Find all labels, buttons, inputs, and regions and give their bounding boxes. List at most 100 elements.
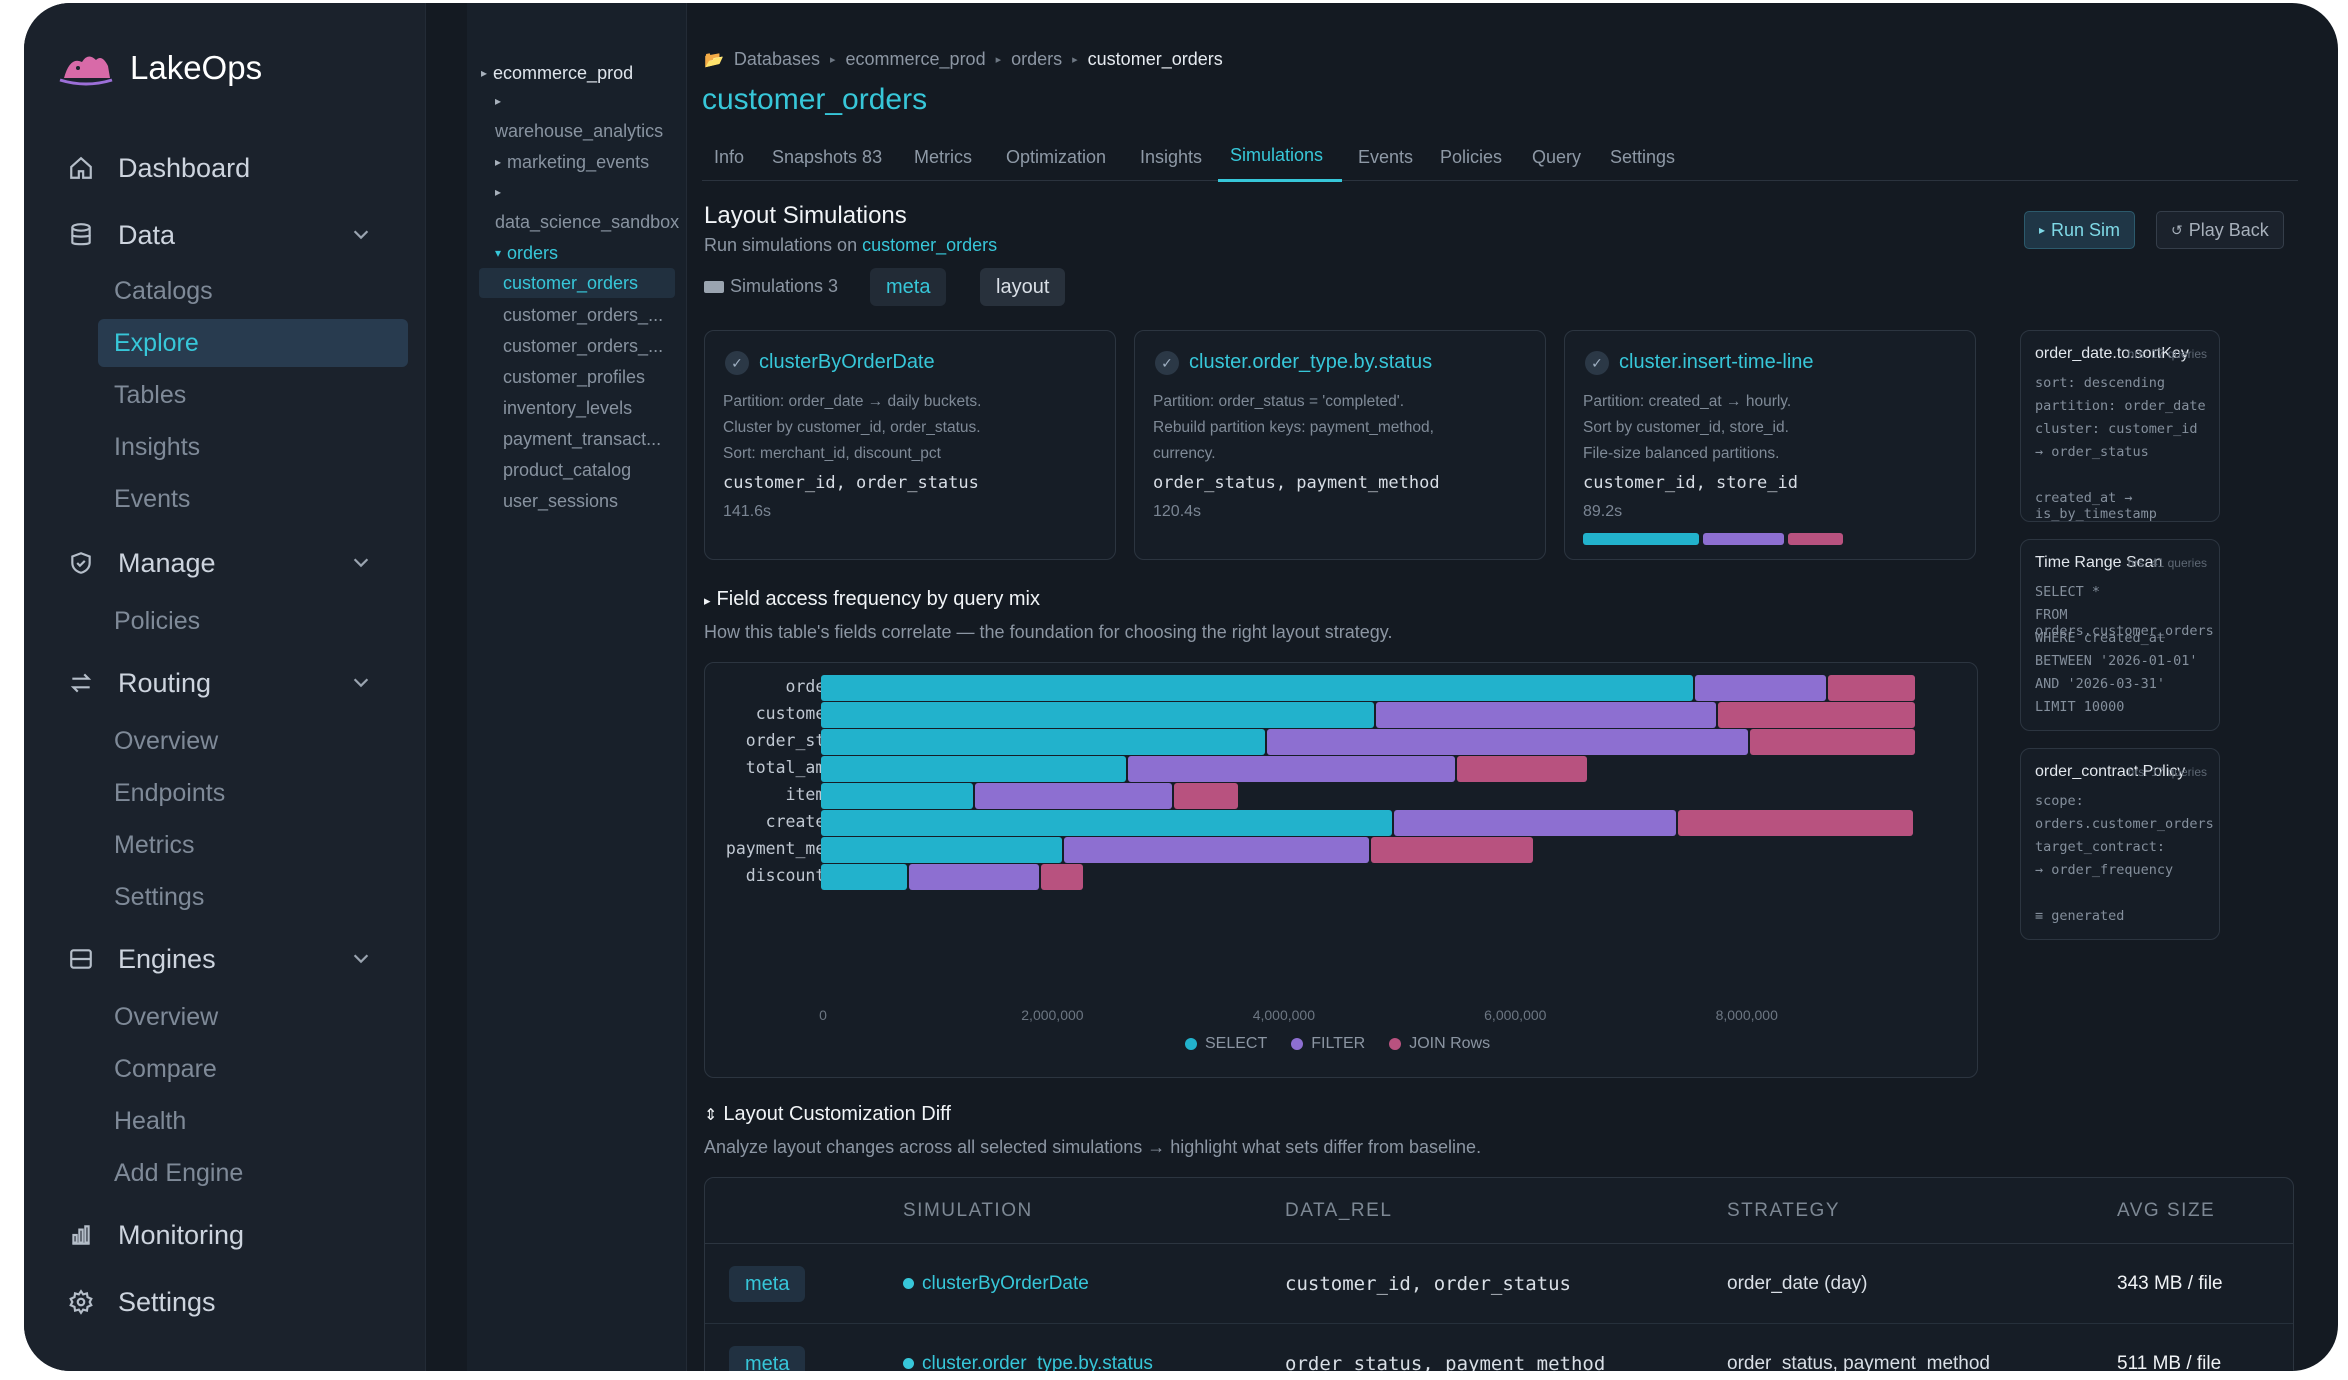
bar-segment[interactable] — [908, 864, 1039, 890]
tree-table[interactable]: product_catalog — [503, 459, 632, 480]
bar-segment[interactable] — [821, 702, 1375, 728]
chevron-down-icon[interactable] — [350, 223, 372, 245]
subtitle-link[interactable]: customer_orders — [862, 235, 998, 255]
tree-table[interactable]: inventory_levels — [503, 397, 633, 418]
tab-policies[interactable]: Policies — [1440, 147, 1503, 167]
nav-routing[interactable]: Routing — [66, 663, 406, 703]
nav-monitoring[interactable]: Monitoring — [66, 1215, 406, 1255]
tree-caret-collapsed[interactable]: ▸ — [495, 88, 507, 114]
tab-snapshots[interactable]: Snapshots 83 — [772, 147, 883, 167]
nav-routing-metrics[interactable]: Metrics — [114, 830, 195, 859]
chip-meta[interactable]: meta — [870, 268, 947, 306]
bar-segment[interactable] — [1040, 864, 1083, 890]
freq-title[interactable]: ▸ Field access frequency by query mix — [704, 588, 1040, 611]
nav-endpoints[interactable]: Endpoints — [114, 778, 226, 807]
side-card[interactable]: order_date.to.sortKey hrs: 17 queries so… — [2020, 330, 2220, 522]
row-simulation[interactable]: cluster.order_type.by.status — [903, 1353, 1153, 1371]
tree-table[interactable]: customer_orders_... — [503, 335, 664, 356]
bar-segment[interactable] — [1127, 756, 1456, 782]
bar-segment[interactable] — [1376, 702, 1716, 728]
tree-node-orders[interactable]: ▾ orders — [495, 240, 558, 266]
sim-card[interactable]: ✓ clusterByOrderDate Partition: order_da… — [704, 330, 1116, 560]
tab-optimization[interactable]: Optimization — [1006, 147, 1107, 167]
tree-node-warehouse[interactable]: warehouse_analytics — [495, 120, 664, 141]
chevron-down-icon[interactable] — [350, 671, 372, 693]
nav-manage[interactable]: Manage — [66, 543, 406, 583]
nav-catalogs[interactable]: Catalogs — [114, 276, 213, 305]
nav-tables[interactable]: Tables — [114, 380, 187, 409]
tree-table-selected[interactable]: customer_orders — [479, 268, 675, 298]
bar-segment[interactable] — [821, 756, 1126, 782]
sim-card[interactable]: ✓ cluster.order_type.by.status Partition… — [1134, 330, 1546, 560]
nav-compare[interactable]: Compare — [114, 1054, 217, 1083]
tab-insights[interactable]: Insights — [1140, 147, 1203, 167]
tree-caret-collapsed[interactable]: ▸ — [495, 179, 507, 205]
bar-segment[interactable] — [821, 837, 1062, 863]
nav-add-engine[interactable]: Add Engine — [114, 1158, 244, 1187]
bar-segment[interactable] — [1393, 810, 1677, 836]
bar-segment[interactable] — [1370, 837, 1533, 863]
col-data-rel[interactable]: DATA_REL — [1285, 1200, 1393, 1221]
tree-node-marketing[interactable]: ▸ marketing_events — [495, 149, 649, 175]
tree-table[interactable]: customer_orders_... — [503, 304, 664, 325]
tree-node-datascience[interactable]: data_science_sandbox — [495, 211, 680, 232]
legend-item[interactable]: FILTER — [1291, 1035, 1365, 1053]
bar-segment[interactable] — [821, 675, 1693, 701]
nav-explore[interactable]: Explore — [98, 319, 408, 367]
bar-segment[interactable] — [1266, 729, 1749, 755]
bar-segment[interactable] — [1173, 783, 1238, 809]
tab-simulations[interactable]: Simulations — [1230, 145, 1324, 165]
tab-settings[interactable]: Settings — [1610, 147, 1676, 167]
col-avg-size[interactable]: AVG SIZE — [2117, 1200, 2216, 1221]
legend-item[interactable]: SELECT — [1185, 1035, 1267, 1053]
table-row[interactable]: meta cluster.order_type.by.status order_… — [705, 1324, 2293, 1371]
table-row[interactable]: meta clusterByOrderDate customer_id, ord… — [705, 1244, 2293, 1324]
breadcrumb-item[interactable]: orders — [1011, 49, 1063, 69]
breadcrumb-item[interactable]: ecommerce_prod — [845, 49, 986, 69]
nav-data[interactable]: Data — [66, 215, 406, 255]
nav-dashboard[interactable]: Dashboard — [66, 148, 406, 188]
tab-metrics[interactable]: Metrics — [914, 147, 972, 167]
nav-engines-overview[interactable]: Overview — [114, 1002, 219, 1031]
side-card[interactable]: order_contract Policy hrs: 17 queries sc… — [2020, 748, 2220, 940]
tree-table[interactable]: user_sessions — [503, 490, 619, 511]
nav-settings[interactable]: Settings — [66, 1282, 406, 1322]
tree-table[interactable]: payment_transact... — [503, 428, 662, 449]
nav-engines[interactable]: Engines — [66, 939, 406, 979]
diff-title[interactable]: ⇕ Layout Customization Diff — [704, 1103, 951, 1126]
bar-segment[interactable] — [1750, 729, 1915, 755]
brand[interactable]: LakeOps — [58, 43, 262, 93]
chevron-down-icon[interactable] — [350, 947, 372, 969]
breadcrumb-item[interactable]: Databases — [733, 49, 820, 69]
tree-node-root[interactable]: ▸ ecommerce_prod — [481, 60, 633, 86]
bar-segment[interactable] — [821, 810, 1392, 836]
nav-events[interactable]: Events — [114, 484, 191, 513]
bar-segment[interactable] — [1717, 702, 1915, 728]
chip-layout[interactable]: layout — [980, 268, 1066, 306]
nav-insights[interactable]: Insights — [114, 432, 201, 461]
tab-events[interactable]: Events — [1358, 147, 1414, 167]
col-simulation[interactable]: SIMULATION — [903, 1200, 1033, 1221]
chevron-down-icon[interactable] — [350, 551, 372, 573]
bar-segment[interactable] — [821, 729, 1265, 755]
tree-table[interactable]: customer_profiles — [503, 366, 646, 387]
bar-segment[interactable] — [1064, 837, 1369, 863]
side-card[interactable]: Time Range Scan hrs: 41 queries SELECT *… — [2020, 539, 2220, 731]
tab-info[interactable]: Info — [714, 147, 745, 167]
bar-segment[interactable] — [1678, 810, 1913, 836]
nav-routing-overview[interactable]: Overview — [114, 726, 219, 755]
nav-health[interactable]: Health — [114, 1106, 187, 1135]
bar-segment[interactable] — [1457, 756, 1588, 782]
bar-segment[interactable] — [1694, 675, 1826, 701]
bar-segment[interactable] — [1827, 675, 1915, 701]
legend-item[interactable]: JOIN Rows — [1389, 1035, 1490, 1053]
col-strategy[interactable]: STRATEGY — [1727, 1200, 1840, 1221]
tab-query[interactable]: Query — [1532, 147, 1582, 167]
bar-segment[interactable] — [974, 783, 1172, 809]
run-sim-button[interactable]: ▸ Run Sim — [2024, 211, 2136, 249]
nav-routing-settings[interactable]: Settings — [114, 882, 205, 911]
sim-card[interactable]: ✓ cluster.insert-time-line Partition: cr… — [1564, 330, 1976, 560]
bar-segment[interactable] — [821, 783, 973, 809]
row-simulation[interactable]: clusterByOrderDate — [903, 1273, 1089, 1295]
play-back-button[interactable]: ↺ Play Back — [2156, 211, 2284, 249]
